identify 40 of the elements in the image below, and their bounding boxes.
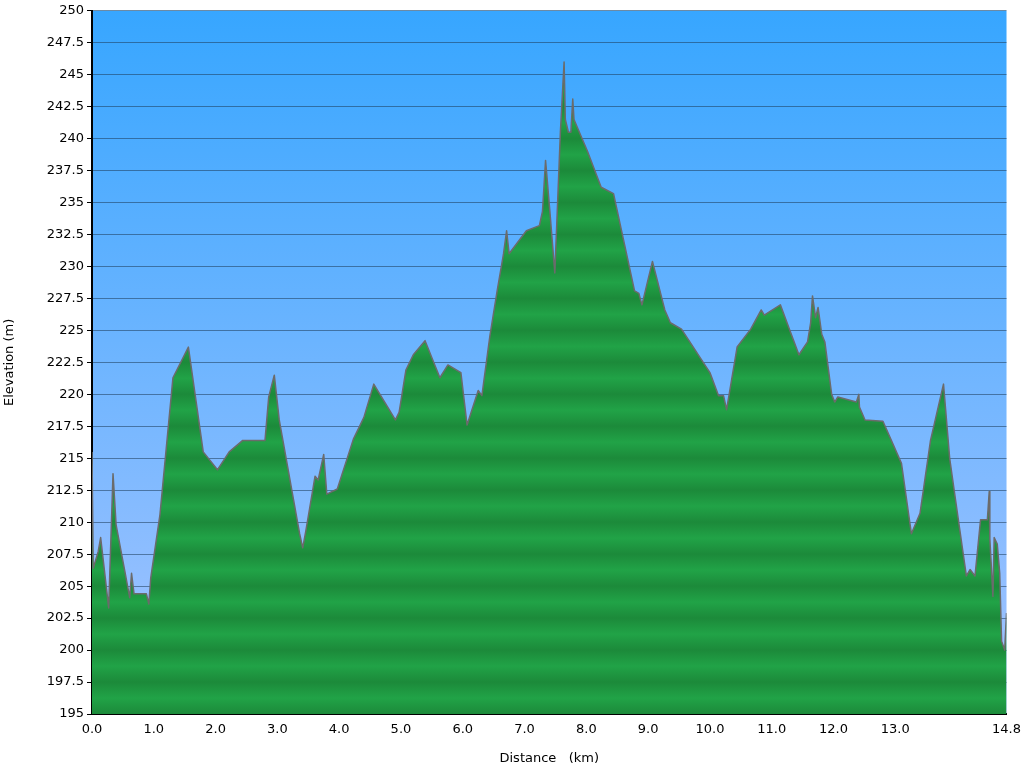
y-tick-label: 240 <box>59 130 84 146</box>
x-tick-label: 13.0 <box>880 721 910 737</box>
y-tick-label: 210 <box>59 513 84 529</box>
y-tick-label: 230 <box>59 257 84 273</box>
x-tick-label: 12.0 <box>819 721 848 737</box>
x-tick-label: 4.0 <box>328 721 350 737</box>
x-tick-label: 14.8 <box>992 721 1021 737</box>
y-tick-label: 217.5 <box>46 417 84 433</box>
y-tick-label: 197.5 <box>46 673 84 689</box>
y-tick-label: 200 <box>59 641 84 657</box>
y-tick-label: 247.5 <box>46 34 84 50</box>
x-tick-label: 1.0 <box>143 721 165 737</box>
y-tick-label: 225 <box>59 321 84 337</box>
x-tick-label: 6.0 <box>452 721 474 737</box>
x-tick-label: 5.0 <box>390 721 412 737</box>
y-tick-label: 242.5 <box>46 98 84 114</box>
x-tick-label: 0.0 <box>81 721 103 737</box>
x-tick-label: 8.0 <box>576 721 597 737</box>
x-tick-label: 3.0 <box>267 721 288 737</box>
x-tick-label: 10.0 <box>695 721 725 737</box>
y-tick-label: 235 <box>59 193 84 209</box>
x-tick-label: 11.0 <box>757 721 787 737</box>
y-tick-label: 215 <box>59 449 84 465</box>
y-tick-label: 220 <box>59 385 84 401</box>
y-tick-label: 212.5 <box>46 481 84 497</box>
y-axis-title: Elevation (m) <box>1 318 17 407</box>
x-tick-label: 9.0 <box>637 721 659 737</box>
x-tick-label: 7.0 <box>514 721 535 737</box>
x-tick-label: 2.0 <box>205 721 226 737</box>
y-tick-label: 232.5 <box>46 225 84 241</box>
y-tick-label: 227.5 <box>46 289 84 305</box>
y-tick-label: 195 <box>59 705 84 721</box>
y-tick-label: 245 <box>59 66 84 82</box>
x-axis-title: Distance (km) <box>499 749 600 765</box>
y-tick-label: 207.5 <box>46 545 84 561</box>
y-tick-label: 237.5 <box>46 161 84 177</box>
y-tick-label: 205 <box>59 577 84 593</box>
y-tick-label: 250 <box>59 2 84 18</box>
y-tick-label: 222.5 <box>46 353 84 369</box>
y-tick-label: 202.5 <box>46 609 84 625</box>
